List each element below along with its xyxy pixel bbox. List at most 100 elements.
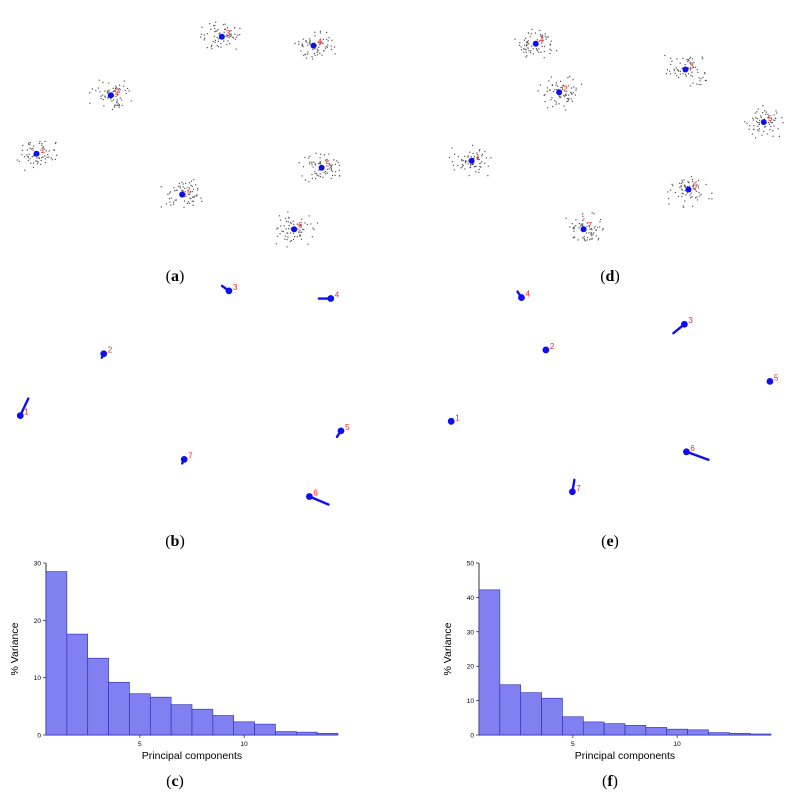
sample-dot (308, 215, 310, 217)
sample-dot (664, 54, 666, 57)
point-2 (556, 89, 563, 96)
sample-dot (474, 166, 476, 168)
sample-dot (757, 125, 759, 127)
sample-dot (299, 225, 301, 227)
sample-dot (173, 187, 175, 189)
sample-dot (230, 30, 232, 32)
sample-dot (334, 174, 336, 176)
sample-dot (175, 199, 177, 201)
sample-dot (705, 79, 707, 81)
sample-dot (550, 99, 552, 101)
sample-dot (319, 157, 321, 159)
sample-dot (203, 34, 205, 36)
sample-dot (558, 95, 560, 97)
sample-dot (214, 24, 216, 27)
sample-dot (192, 204, 194, 206)
sample-dot (322, 42, 324, 45)
sample-dot (687, 181, 689, 183)
sample-dot (320, 163, 322, 165)
sample-dot (42, 148, 44, 150)
sample-dot (115, 85, 117, 87)
sample-dot (292, 220, 294, 222)
sample-dot (290, 240, 292, 242)
sample-dot (765, 111, 767, 113)
sample-dot (586, 232, 588, 234)
sample-dot (181, 181, 183, 183)
point-label-6: 6 (298, 221, 303, 230)
sample-dot (196, 195, 198, 197)
sample-dot (336, 160, 338, 162)
sample-dot (44, 158, 46, 160)
sample-dot (189, 202, 191, 204)
sample-dot (307, 53, 309, 55)
sample-dot (704, 80, 706, 82)
sample-dot (767, 113, 769, 115)
sample-dot (24, 156, 26, 158)
sample-dot (666, 69, 669, 71)
sample-dot (326, 31, 328, 33)
sample-dot (178, 182, 180, 185)
sample-dot (288, 216, 290, 218)
sample-dot (762, 112, 764, 114)
sample-dot (234, 27, 236, 29)
sample-dot (586, 222, 588, 224)
sample-dot (182, 186, 184, 188)
point-label-4: 4 (540, 36, 545, 45)
sample-dot (338, 164, 341, 166)
sample-dot (772, 130, 774, 132)
point-label-1: 1 (476, 153, 481, 162)
bar-12 (275, 731, 297, 736)
sample-dot (684, 185, 686, 187)
sample-dot (301, 175, 303, 177)
sample-dot (128, 90, 130, 92)
point-5 (766, 377, 774, 385)
sample-dot (685, 75, 687, 77)
sample-dot (322, 176, 324, 178)
sample-dot (477, 157, 479, 159)
sample-dot (679, 186, 681, 189)
sample-dot (683, 206, 685, 208)
sample-dot (317, 49, 319, 51)
bar-8 (624, 725, 647, 736)
sample-dot (469, 166, 472, 168)
sample-dot (591, 228, 593, 231)
sample-dot (524, 44, 526, 46)
sample-dot (696, 196, 698, 198)
sample-dot (24, 169, 26, 171)
sample-dot (589, 239, 591, 241)
sample-dot (122, 85, 125, 87)
sample-dot (532, 48, 534, 50)
sample-dot (107, 97, 109, 99)
bar-5 (562, 716, 584, 736)
sample-dot (284, 235, 287, 237)
sample-dot (760, 116, 762, 118)
sample-dot (580, 225, 582, 227)
sample-dot (672, 185, 674, 187)
sample-dot (676, 58, 678, 60)
bar-10 (666, 728, 688, 736)
sample-dot (330, 177, 332, 180)
sample-dot (689, 85, 691, 87)
sample-dot (689, 61, 691, 64)
sample-dot (560, 96, 562, 98)
sample-dot (314, 48, 316, 50)
sample-dot (525, 56, 527, 58)
point-6 (306, 493, 313, 500)
sample-dot (764, 125, 766, 128)
sample-dot (206, 33, 208, 35)
y-tick-label: 10 (34, 675, 42, 682)
sample-dot (278, 215, 281, 217)
sample-dot (203, 39, 205, 41)
sample-dot (758, 123, 760, 125)
sample-dot (686, 192, 688, 194)
caption-a: (a) (165, 268, 185, 285)
sample-dot (33, 154, 35, 156)
sample-dot (319, 161, 321, 163)
sample-dot (44, 155, 46, 157)
sample-dot (324, 47, 327, 49)
sample-dot (327, 160, 329, 162)
sample-dot (530, 51, 532, 54)
direction-vector (685, 450, 710, 461)
sample-dot (541, 45, 543, 48)
sample-dot (329, 163, 331, 165)
